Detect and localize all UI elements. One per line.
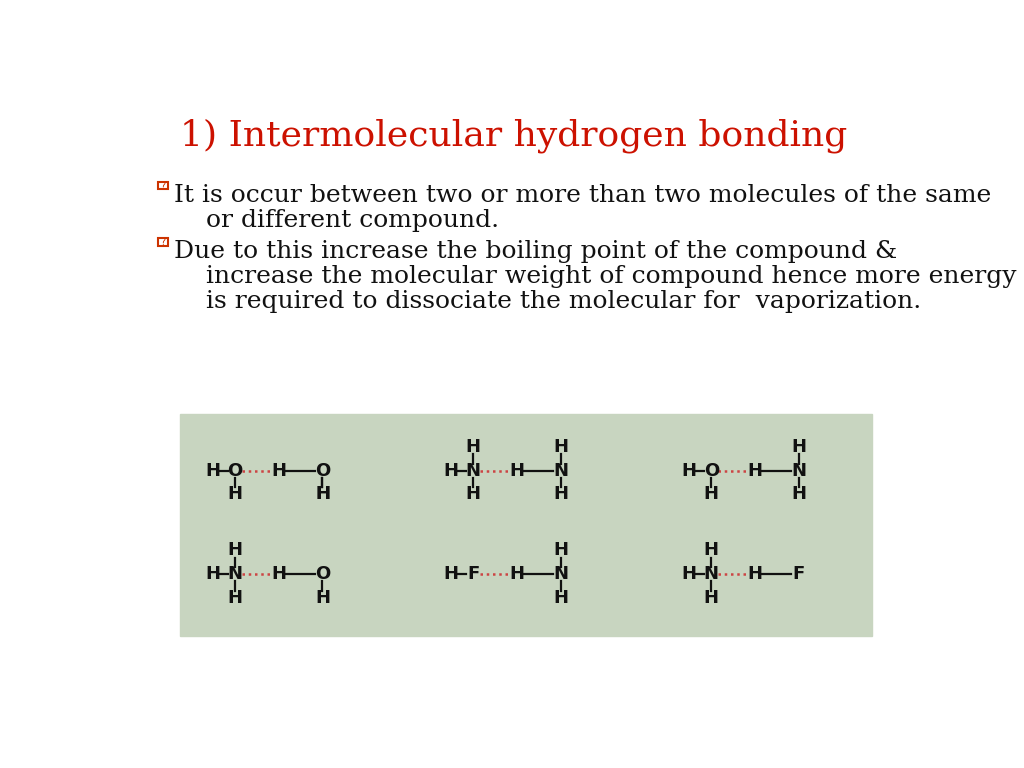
FancyBboxPatch shape bbox=[179, 415, 871, 636]
Text: H: H bbox=[703, 589, 719, 607]
Text: H: H bbox=[315, 485, 330, 503]
Text: increase the molecular weight of compound hence more energy: increase the molecular weight of compoun… bbox=[174, 266, 1017, 289]
Text: H: H bbox=[206, 565, 220, 583]
Text: O: O bbox=[314, 565, 330, 583]
Text: H: H bbox=[748, 565, 763, 583]
Text: H: H bbox=[509, 565, 524, 583]
Text: H: H bbox=[509, 462, 524, 480]
Text: H: H bbox=[703, 541, 719, 559]
Text: H: H bbox=[682, 565, 696, 583]
Text: H: H bbox=[443, 565, 459, 583]
Text: H: H bbox=[315, 485, 330, 503]
Text: O: O bbox=[227, 462, 243, 480]
Text: H: H bbox=[443, 462, 459, 480]
FancyBboxPatch shape bbox=[158, 182, 169, 190]
Text: H: H bbox=[271, 565, 287, 583]
Text: N: N bbox=[553, 565, 568, 583]
Text: F: F bbox=[793, 565, 805, 583]
Text: H: H bbox=[466, 485, 480, 503]
Text: H: H bbox=[682, 462, 696, 480]
Text: H: H bbox=[553, 485, 568, 503]
Text: It is occur between two or more than two molecules of the same: It is occur between two or more than two… bbox=[174, 184, 991, 207]
Text: N: N bbox=[466, 462, 480, 480]
Text: 1) Intermolecular hydrogen bonding: 1) Intermolecular hydrogen bonding bbox=[179, 119, 847, 154]
Text: H: H bbox=[553, 589, 568, 607]
Text: N: N bbox=[227, 565, 243, 583]
Text: H: H bbox=[271, 462, 287, 480]
Text: H: H bbox=[748, 462, 763, 480]
Text: H: H bbox=[703, 485, 719, 503]
Text: is required to dissociate the molecular for  vaporization.: is required to dissociate the molecular … bbox=[174, 290, 922, 313]
Text: H: H bbox=[206, 462, 220, 480]
Text: O: O bbox=[314, 462, 330, 480]
Text: ?: ? bbox=[161, 180, 166, 190]
Text: N: N bbox=[553, 462, 568, 480]
Text: N: N bbox=[792, 462, 806, 480]
Text: H: H bbox=[227, 541, 243, 559]
Text: ?: ? bbox=[161, 237, 166, 247]
Text: N: N bbox=[703, 565, 719, 583]
Text: H: H bbox=[227, 485, 243, 503]
Text: Due to this increase the boiling point of the compound &: Due to this increase the boiling point o… bbox=[174, 240, 897, 263]
Text: H: H bbox=[466, 438, 480, 456]
Text: F: F bbox=[467, 565, 479, 583]
Text: H: H bbox=[315, 589, 330, 607]
Text: H: H bbox=[792, 438, 806, 456]
Text: H: H bbox=[553, 541, 568, 559]
FancyBboxPatch shape bbox=[158, 238, 169, 246]
Text: H: H bbox=[227, 589, 243, 607]
Text: O: O bbox=[703, 462, 719, 480]
Text: or different compound.: or different compound. bbox=[174, 209, 499, 232]
Text: H: H bbox=[553, 438, 568, 456]
Text: H: H bbox=[792, 485, 806, 503]
